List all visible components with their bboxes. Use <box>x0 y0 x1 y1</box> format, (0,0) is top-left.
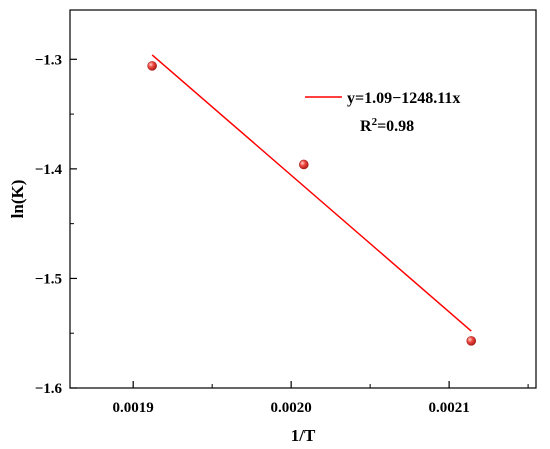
legend-r-squared: R2=0.98 <box>360 116 414 135</box>
y-tick-label: −1.6 <box>35 381 63 397</box>
data-point <box>298 159 309 170</box>
y-axis-label: ln(K) <box>8 180 27 219</box>
fit-line-layer <box>151 54 472 332</box>
legend-equation: y=1.09−1248.11x <box>347 90 460 107</box>
data-point <box>466 336 477 346</box>
x-axis-ticks: 0.0019 0.0020 0.0021 <box>113 381 529 416</box>
y-tick-label: −1.5 <box>35 271 62 287</box>
x-axis-label: 1/T <box>291 426 316 445</box>
legend-r-squared-superscript: 2 <box>372 116 378 128</box>
plot-frame <box>69 9 537 389</box>
data-points <box>147 61 477 346</box>
legend: y=1.09−1248.11x R2=0.98 <box>305 90 460 135</box>
y-tick-label: −1.4 <box>35 162 63 178</box>
x-tick-label: 0.0020 <box>271 400 312 416</box>
y-tick-label: −1.3 <box>35 52 62 68</box>
fit-line <box>151 54 472 332</box>
x-tick-label: 0.0019 <box>113 400 154 416</box>
x-tick-label: 0.0021 <box>428 400 469 416</box>
data-point <box>147 61 157 71</box>
y-axis-ticks: −1.3 −1.4 −1.5 −1.6 <box>35 52 77 397</box>
